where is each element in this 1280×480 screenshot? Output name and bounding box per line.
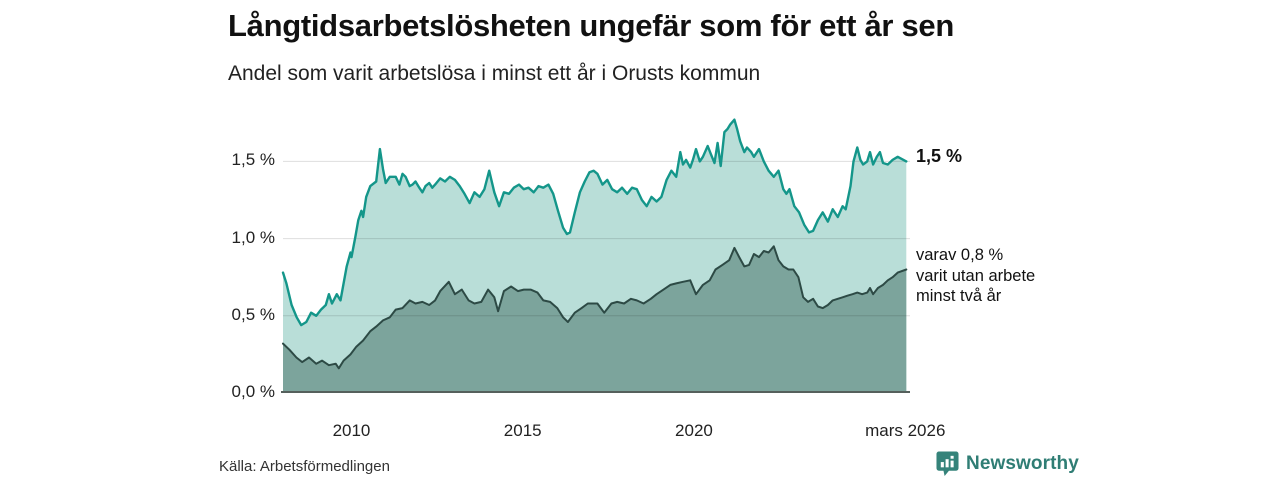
x-axis-tick-label: 2020 — [675, 421, 713, 440]
x-axis-tick-label: 2015 — [503, 421, 542, 440]
secondary-series-annotation: varav 0,8 % varit utan arbete minst två … — [916, 245, 1076, 307]
page-title: Långtidsarbetslösheten ungefär som för e… — [228, 8, 955, 43]
series-area-1 — [283, 246, 907, 393]
brand-wordmark: Newsworthy — [966, 452, 1079, 474]
brand-logo: Newsworthy — [936, 450, 1079, 477]
x-axis-tick-label: 2010 — [332, 421, 371, 440]
series-line-0 — [281, 118, 908, 327]
secondary-annotation-line-2: varit utan arbete — [916, 266, 1036, 285]
x-axis-tick-label: mars 2026 — [865, 421, 946, 440]
plot-area — [281, 118, 910, 393]
secondary-annotation-line-1: varav 0,8 % — [916, 246, 1004, 264]
secondary-annotation-line-3: minst två år — [916, 287, 1002, 305]
chart-subtitle: Andel som varit arbetslösa i minst ett å… — [228, 62, 761, 85]
y-axis-tick-label: 0,5 % — [231, 304, 275, 324]
primary-series-end-label: 1,5 % — [916, 146, 963, 166]
y-axis-tick-label: 1,0 % — [231, 227, 275, 247]
newsworthy-pin-icon — [936, 450, 959, 477]
y-axis-tick-label: 0,0 % — [231, 382, 275, 401]
source-credit: Källa: Arbetsförmedlingen — [219, 458, 390, 475]
series-line-1 — [282, 245, 908, 370]
y-axis-tick-label: 1,5 % — [231, 150, 275, 170]
